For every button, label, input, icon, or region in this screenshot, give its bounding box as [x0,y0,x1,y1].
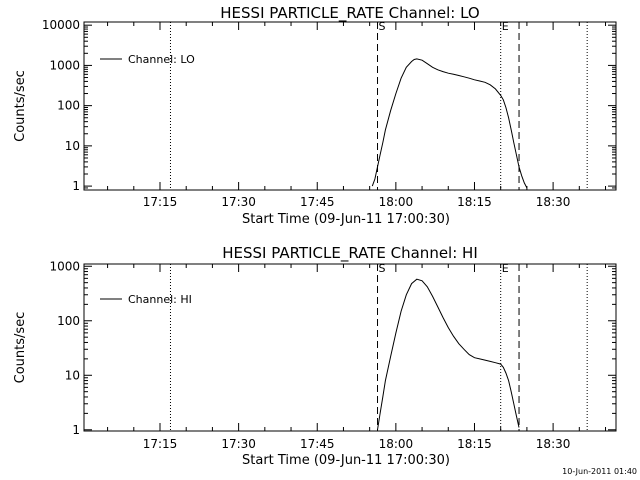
panel2-time-marker-label: S [379,262,386,275]
panel1-plot-frame [83,21,617,191]
panel1-y-tick-label: 1000 [49,58,80,72]
panel1-y-tick-label: 10 [65,139,80,153]
panel1-time-marker-label: E [502,20,509,33]
panel2-title: HESSI PARTICLE_RATE Channel: HI [222,244,478,263]
panel1-y-tick-label: 10000 [42,18,80,32]
panel2-x-tick-label: 18:00 [379,437,414,451]
panel1-title: HESSI PARTICLE_RATE Channel: LO [220,4,479,23]
panel2-plot-frame [83,263,617,432]
panel1-series-line [371,58,528,189]
panel2-y-axis-label: Counts/sec [13,312,28,384]
panel1-legend-entry: Channel: LO [128,53,195,66]
panel2-x-tick-label: 18:15 [457,437,492,451]
panel1-x-tick-label: 18:00 [379,195,414,209]
panel1-y-tick-label: 100 [57,99,80,113]
panel2-x-tick-label: 17:15 [143,437,178,451]
panel2-y-tick-label: 1 [72,423,80,437]
footer-timestamp: 10-Jun-2011 01:40 [562,467,637,476]
panel1-y-tick-label: 1 [72,179,80,193]
panel2-x-tick-label: 17:30 [221,437,256,451]
panel1-y-axis-label: Counts/sec [13,70,28,142]
panel2-series-line [377,278,520,430]
panel2-y-tick-label: 10 [65,368,80,382]
panel1-time-marker-label: S [379,20,386,33]
panel2-x-tick-label: 18:30 [536,437,571,451]
panel1-x-axis-label: Start Time (09-Jun-11 17:00:30) [242,212,450,227]
panel1-x-tick-label: 18:30 [536,195,571,209]
panel2-y-tick-label: 1000 [49,259,80,273]
panel1-x-tick-label: 18:15 [457,195,492,209]
panel1-x-tick-label: 17:30 [221,195,256,209]
panel2-y-tick-label: 100 [57,314,80,328]
panel2-x-axis-label: Start Time (09-Jun-11 17:00:30) [242,453,450,468]
panel2-x-tick-label: 17:45 [300,437,335,451]
panel1-x-tick-label: 17:15 [143,195,178,209]
panel2-legend-entry: Channel: HI [128,293,192,306]
panel2-time-marker-label: E [502,262,509,275]
panel1-x-tick-label: 17:45 [300,195,335,209]
